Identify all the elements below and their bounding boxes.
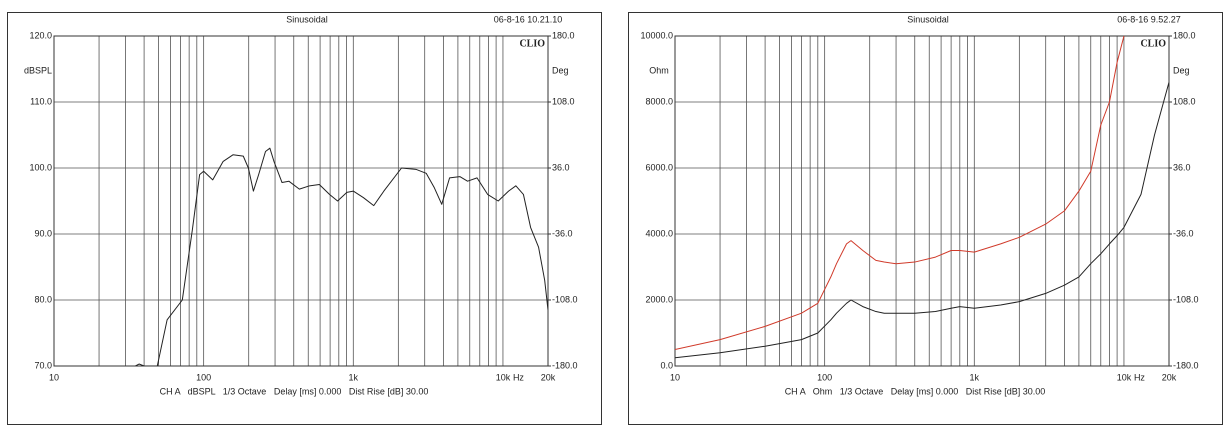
x-tick-label: 10 — [49, 372, 59, 382]
y-tick-label: 120.0 — [29, 30, 52, 40]
panel-frame — [628, 12, 1223, 425]
series-line — [675, 36, 1125, 350]
chart-panel: 0.0 2000.0 4000.0 6000.0 8000.0 10000.0 -180.0… — [628, 12, 1223, 425]
y-tick-label: 8000.0 — [645, 96, 673, 106]
x-tick-label: 20k — [541, 372, 556, 382]
x-unit: Hz — [1134, 372, 1145, 382]
y2-tick-label: 108.0 — [552, 96, 575, 106]
logo: CLIO — [1140, 38, 1166, 49]
y-tick-label: 80.0 — [34, 294, 52, 304]
y2-tick-label: -36.0 — [552, 228, 573, 238]
y2-tick-label: -36.0 — [1173, 228, 1194, 238]
y-tick-label: 2000.0 — [645, 294, 673, 304]
y-tick-label: 70.0 — [34, 360, 52, 370]
logo: CLIO — [519, 38, 545, 49]
plot-frame — [53, 35, 549, 367]
x-tick-label: 1k — [970, 372, 980, 382]
y2-axis-label: Deg — [552, 65, 569, 75]
series-line — [135, 147, 548, 366]
y2-axis-label: Deg — [1173, 65, 1190, 75]
x-tick-label: 10 — [670, 372, 680, 382]
timestamp: 06-8-16 9.52.27 — [1117, 14, 1181, 24]
plot-frame — [674, 35, 1170, 367]
x-unit: Hz — [513, 372, 524, 382]
timestamp: 06-8-16 10.21.10 — [494, 14, 563, 24]
y2-tick-label: -108.0 — [552, 294, 578, 304]
plot-area — [675, 36, 1169, 359]
y-axis-label: Ohm — [649, 65, 669, 75]
x-tick-label: 100 — [196, 372, 211, 382]
y-tick-label: 90.0 — [34, 228, 52, 238]
y2-tick-label: 108.0 — [1173, 96, 1196, 106]
y2-tick-label: 36.0 — [552, 162, 570, 172]
y-tick-label: 6000.0 — [645, 162, 673, 172]
x-tick-label: 10k — [1117, 372, 1132, 382]
footer: CH A dBSPL 1/3 Octave Delay [ms] 0.000 D… — [160, 386, 429, 396]
x-tick-label: 1k — [349, 372, 359, 382]
y-axis-label: dBSPL — [24, 65, 52, 75]
y2-tick-label: -108.0 — [1173, 294, 1199, 304]
x-tick-label: 10k — [496, 372, 511, 382]
y2-tick-label: 180.0 — [1173, 30, 1196, 40]
y2-tick-label: 180.0 — [552, 30, 575, 40]
x-tick-label: 100 — [817, 372, 832, 382]
y2-tick-label: 36.0 — [1173, 162, 1191, 172]
chart-panel: 70.0 80.0 90.0 100.0 110.0 120.0 -180.0 -108.0 -… — [7, 12, 602, 425]
y-tick-label: 100.0 — [29, 162, 52, 172]
y-tick-label: 0.0 — [660, 360, 673, 370]
y-tick-label: 4000.0 — [645, 228, 673, 238]
chart-title: Sinusoidal — [286, 14, 328, 24]
y-tick-label: 10000.0 — [640, 30, 673, 40]
plot-area — [135, 147, 548, 366]
series-line — [675, 82, 1169, 359]
y-tick-label: 110.0 — [30, 96, 52, 106]
panel-frame — [7, 12, 602, 425]
x-tick-label: 20k — [1162, 372, 1177, 382]
y2-tick-label: -180.0 — [552, 360, 578, 370]
footer: CH A Ohm 1/3 Octave Delay [ms] 0.000 Dis… — [785, 386, 1046, 396]
y2-tick-label: -180.0 — [1173, 360, 1199, 370]
chart-title: Sinusoidal — [907, 14, 949, 24]
